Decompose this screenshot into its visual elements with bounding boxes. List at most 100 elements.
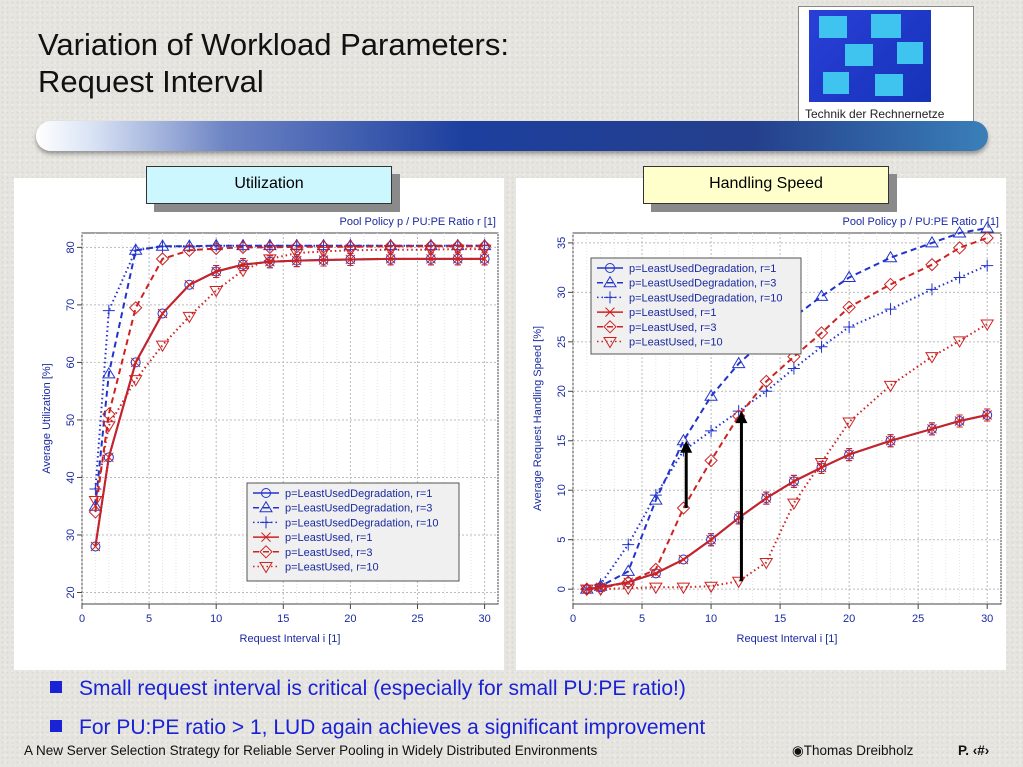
y-tick-label: 20 <box>556 385 568 397</box>
pool-policy-note: Pool Policy p / PU:PE Ratio r [1] <box>842 216 999 228</box>
data-point <box>157 308 168 319</box>
data-point <box>209 241 223 256</box>
slide-title-line2: Request Interval <box>38 64 264 99</box>
handling-speed-chart: 0 5 10 15 20 25 30 0 5 10 15 20 25 30 35 Request Interv… <box>532 216 1002 645</box>
series-6 <box>579 319 995 597</box>
y-tick-label: 60 <box>65 356 77 368</box>
legend-entry: p=LeastUsed, r=10 <box>629 337 723 349</box>
data-point <box>731 356 746 369</box>
legend-marker <box>605 263 615 273</box>
data-point <box>954 416 965 426</box>
data-point <box>424 245 438 257</box>
x-tick-label: 15 <box>774 613 786 625</box>
handling-speed-chart-panel: 0 5 10 15 20 25 30 0 5 10 15 20 25 30 35 Request Interv… <box>516 178 1006 670</box>
utilization-chart: 0 5 10 15 20 25 30 20 30 40 50 60 70 80 Request Interv… <box>41 216 499 645</box>
data-point <box>210 239 223 252</box>
legend-box <box>590 257 802 355</box>
data-point <box>317 239 330 252</box>
data-point <box>479 254 490 264</box>
data-point <box>345 254 356 265</box>
data-point <box>842 270 857 283</box>
data-point <box>925 235 939 248</box>
y-tick-label: 50 <box>65 414 77 426</box>
data-point <box>316 240 331 254</box>
series-6 <box>88 244 492 508</box>
data-point <box>925 257 939 272</box>
data-point <box>262 254 277 266</box>
data-point <box>102 304 115 317</box>
data-point <box>704 581 718 594</box>
legend-marker <box>259 500 273 513</box>
data-point <box>383 239 398 253</box>
y-axis-label: Average Utilization [%] <box>41 363 53 473</box>
data-point <box>883 250 898 263</box>
x-tick-label: 10 <box>705 613 717 625</box>
data-point <box>650 568 661 579</box>
data-point <box>184 279 195 290</box>
data-point <box>649 489 662 502</box>
data-point <box>291 255 302 266</box>
bullet-item-1: Small request interval is critical (espe… <box>50 677 686 701</box>
data-point <box>814 289 829 301</box>
data-point <box>789 476 799 487</box>
data-point <box>155 252 170 266</box>
data-point <box>88 505 103 519</box>
data-point <box>731 576 746 589</box>
x-axis-label: Request Interval i [1] <box>737 633 838 645</box>
data-point <box>759 557 774 570</box>
data-point <box>209 286 224 298</box>
data-point <box>182 243 197 257</box>
data-point <box>477 244 492 257</box>
x-tick-label: 10 <box>210 613 222 625</box>
data-point <box>344 239 357 252</box>
data-point <box>761 493 772 503</box>
legend-entry: p=LeastUsed, r=3 <box>629 322 716 334</box>
x-tick-label: 30 <box>981 613 993 625</box>
data-point <box>648 582 663 595</box>
data-point <box>759 374 773 389</box>
x-tick-label: 0 <box>570 613 576 625</box>
data-point <box>477 239 492 253</box>
data-point <box>263 240 277 255</box>
legend-marker <box>261 532 271 542</box>
data-point <box>156 240 169 253</box>
y-axis-label: Average Request Handling Speed [%] <box>532 326 544 511</box>
data-point <box>815 340 828 353</box>
data-point <box>649 562 663 577</box>
x-tick-label: 25 <box>411 613 423 625</box>
data-point <box>318 255 329 265</box>
legend-marker <box>604 291 616 304</box>
legend-marker <box>603 337 617 349</box>
data-point <box>130 357 141 368</box>
data-point <box>884 303 897 316</box>
data-point <box>676 582 691 595</box>
data-point <box>103 452 114 463</box>
bullet-text-2: For PU:PE ratio > 1, LUD again achieves … <box>79 716 706 739</box>
data-point <box>102 407 116 421</box>
legend-entry: p=LeastUsedDegradation, r=3 <box>629 278 776 290</box>
legend: p=LeastUsedDegradation, r=1 p=LeastUsedDe… <box>246 482 460 582</box>
bullet-square-icon <box>50 720 62 732</box>
series-line <box>94 245 485 513</box>
data-point <box>238 259 248 270</box>
y-tick-label: 35 <box>556 237 568 249</box>
data-point <box>980 231 994 245</box>
logo-art <box>809 10 931 102</box>
data-point <box>451 239 465 253</box>
series-line <box>586 227 988 591</box>
data-point <box>843 320 856 333</box>
x-tick-label: 20 <box>843 613 855 625</box>
data-point <box>842 417 857 429</box>
y-tick-label: 0 <box>556 586 568 592</box>
institute-logo: Technik der Rechnernetze <box>798 6 974 122</box>
bullet-square-icon <box>50 681 62 693</box>
y-tick-label: 70 <box>65 299 77 311</box>
x-tick-label: 0 <box>79 613 85 625</box>
data-point <box>678 554 689 565</box>
data-point <box>787 362 800 375</box>
legend-entry: p=LeastUsed, r=1 <box>285 532 372 544</box>
data-point <box>925 283 938 296</box>
handling-speed-label: Handling Speed <box>709 175 823 192</box>
data-point <box>593 581 608 595</box>
utilization-label-box: Utilization <box>146 166 392 204</box>
